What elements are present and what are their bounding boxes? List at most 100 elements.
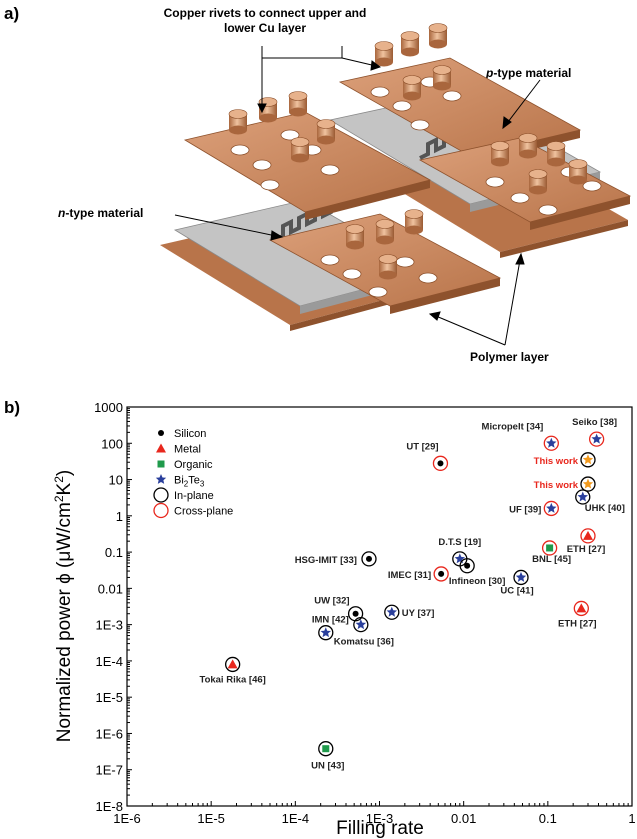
x-tick-label: 1 — [628, 811, 635, 826]
point-label: D.T.S [19] — [438, 537, 481, 548]
silicon-marker — [464, 562, 471, 569]
data-point: UY [37] — [384, 604, 435, 620]
ring-marker — [573, 600, 589, 617]
callout-p-type: p-type material — [486, 66, 571, 81]
callout-n-type-rest: -type material — [65, 206, 144, 220]
legend-entry: Silicon — [174, 428, 206, 440]
y-axis-ticks: 1E-8 1E-7 1E-6 1E-5 1E-4 1E-3 0.01 0.1 1 10 100 100… — [94, 400, 132, 814]
metal-marker — [582, 530, 593, 540]
bi2te3-marker — [591, 433, 602, 444]
data-point: HSG-IMIT [33] — [295, 551, 377, 567]
legend-entry: In-plane — [174, 490, 214, 502]
x-tick-label: 1E-3 — [366, 811, 393, 826]
ring-marker — [541, 540, 558, 556]
point-label: UT [29] — [406, 441, 438, 452]
y-tick-label: 0.1 — [105, 545, 123, 560]
ring-marker — [225, 656, 241, 673]
organic-marker — [157, 460, 165, 468]
ring-marker — [361, 551, 377, 567]
bi2te3-marker — [582, 478, 594, 489]
point-label: This work — [534, 456, 579, 467]
ring-marker — [384, 604, 400, 620]
y-tick-label: 0.01 — [98, 581, 123, 596]
callout-p-type-italic: p — [486, 66, 494, 80]
ring-marker — [353, 616, 369, 633]
bi2te3-marker — [386, 606, 397, 617]
data-point: UC [41] — [500, 569, 534, 596]
silicon-marker — [158, 430, 164, 436]
x-tick-label: 0.1 — [539, 811, 557, 826]
data-point: UT [29] — [406, 441, 449, 471]
data-point: Tokai Rika [46] — [199, 656, 266, 685]
y-tick-label: 1000 — [94, 400, 123, 415]
x-axis-label: Filling rate — [336, 818, 424, 839]
data-point: Infineon [30] — [449, 558, 505, 587]
data-point: UHK [40] — [575, 489, 625, 514]
point-label: UW [32] — [314, 596, 349, 607]
data-point: Micropelt [34] — [482, 421, 559, 451]
y-tick-label: 1 — [116, 509, 123, 524]
y-tick-label: 1E-3 — [96, 618, 123, 633]
data-points: UT [29] Micropelt [34] Seiko [38] This work… — [199, 417, 624, 772]
y-tick-label: 1E-4 — [96, 654, 123, 669]
data-point: This work — [534, 452, 596, 468]
data-point: UN [43] — [311, 741, 344, 772]
metal-marker — [227, 659, 238, 669]
y-tick-label: 1E-6 — [96, 726, 123, 741]
ring-marker — [432, 455, 449, 471]
point-label: Infineon [30] — [449, 576, 505, 587]
y-axis-label: Normalized power ϕ (μW/cm2K2) — [52, 470, 75, 743]
y-tick-label: 1E-7 — [96, 763, 123, 778]
point-label: UY [37] — [402, 608, 435, 619]
ring-marker — [580, 476, 596, 492]
x-tick-label: 1E-5 — [197, 811, 224, 826]
silicon-marker — [438, 570, 445, 577]
point-label: UC [41] — [500, 585, 533, 596]
point-label: This work — [534, 480, 579, 491]
point-label: ETH [27] — [567, 544, 606, 555]
y-axis-label-end: ) — [54, 470, 75, 476]
point-label: HSG-IMIT [33] — [295, 555, 357, 566]
silicon-marker — [352, 610, 359, 617]
ring-marker — [580, 452, 596, 468]
ring-marker — [153, 487, 169, 503]
point-label: UF [39] — [509, 504, 541, 515]
point-label: IMN [42] — [312, 615, 349, 626]
point-label: UN [43] — [311, 761, 344, 772]
y-axis-label-sup1: 2 — [52, 495, 66, 502]
data-point: UF [39] — [509, 500, 559, 517]
y-axis-label-sup2: 2 — [52, 476, 66, 483]
x-tick-label: 1E-4 — [282, 811, 309, 826]
callout-n-type-italic: n — [58, 206, 66, 220]
bi2te3-marker — [546, 502, 557, 513]
callout-n-type: n-type material — [58, 206, 143, 221]
callout-polymer: Polymer layer — [470, 350, 549, 364]
organic-marker — [546, 544, 554, 552]
point-label: ETH [27] — [558, 618, 597, 629]
x-axis-ticks: 1E-6 1E-5 1E-4 1E-3 0.01 0.1 1 — [113, 801, 636, 826]
silicon-marker — [437, 460, 444, 467]
bi2te3-marker — [155, 474, 167, 484]
data-point: Seiko [38] — [572, 417, 617, 447]
point-label: Komatsu [36] — [334, 637, 394, 648]
legend-entry: Bi2Te3 — [174, 475, 205, 489]
y-tick-label: 1E-5 — [96, 690, 123, 705]
data-point: ETH [27] — [558, 600, 597, 629]
data-point: This work — [534, 476, 596, 492]
callout-rivets-line2: lower Cu layer — [223, 21, 307, 35]
legend-entry: Organic — [174, 459, 213, 471]
x-tick-label: 1E-6 — [113, 811, 140, 826]
panel-a-label: a) — [4, 4, 20, 23]
point-label: IMEC [31] — [388, 570, 431, 581]
point-label: Micropelt [34] — [482, 421, 544, 432]
panel-b-label: b) — [4, 398, 21, 417]
ring-marker — [543, 500, 559, 517]
y-tick-label: 100 — [101, 436, 123, 451]
callout-arrows — [174, 46, 541, 346]
bi2te3-marker — [515, 571, 527, 582]
bi2te3-marker — [577, 491, 588, 502]
y-tick-label: 10 — [109, 473, 123, 488]
data-point: ETH [27] — [567, 528, 606, 555]
data-point: Komatsu [36] — [318, 625, 394, 648]
